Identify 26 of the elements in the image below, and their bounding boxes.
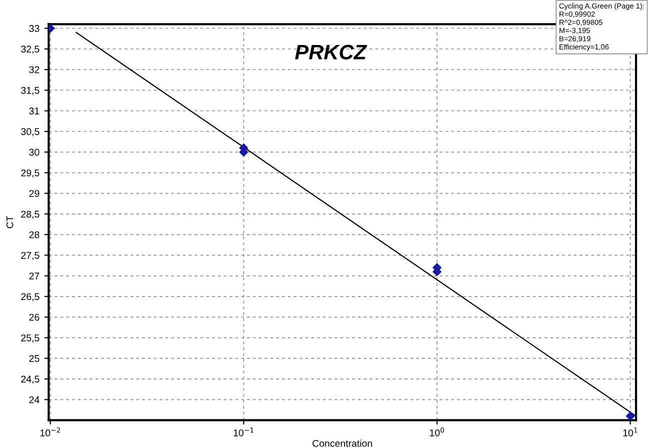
y-tick-label: 32,5 bbox=[21, 46, 40, 54]
x-tick-label: 10$^{−1}$ bbox=[234, 428, 254, 436]
y-axis-title: CT bbox=[6, 216, 14, 228]
y-tick-label: 29 bbox=[29, 190, 40, 197]
y-tick-label: 30 bbox=[29, 148, 40, 156]
y-tick-label: 28,5 bbox=[21, 210, 40, 219]
x-axis-title: Concentration bbox=[312, 440, 372, 447]
y-tick-label: 27 bbox=[29, 272, 40, 280]
y-tick-label: 27,5 bbox=[21, 252, 40, 260]
y-tick-label: 24 bbox=[29, 396, 40, 404]
y-tick-label: 26,5 bbox=[21, 293, 40, 302]
x-tick-label: 10$^{−2}$ bbox=[40, 427, 60, 436]
y-tick-label: 25,5 bbox=[21, 334, 40, 342]
x-tick-label: 10$^{1}$ bbox=[623, 428, 638, 436]
y-tick-label: 33 bbox=[29, 25, 40, 32]
y-tick-label: 30,5 bbox=[21, 128, 40, 136]
y-tick-label: 31 bbox=[29, 108, 40, 114]
x-tick-label: 10$^{0}$ bbox=[430, 427, 444, 436]
y-tick-label: 31,5 bbox=[21, 86, 40, 95]
y-tick-label: 24,5 bbox=[21, 376, 40, 384]
y-tick-label: 29,5 bbox=[21, 169, 40, 178]
y-tick-label: 28 bbox=[29, 231, 40, 238]
y-tick-label: 32 bbox=[29, 66, 40, 74]
y-tick-label: 25 bbox=[29, 355, 40, 362]
text: PRKCZ bbox=[295, 44, 368, 60]
y-tick-label: 26 bbox=[29, 314, 40, 321]
